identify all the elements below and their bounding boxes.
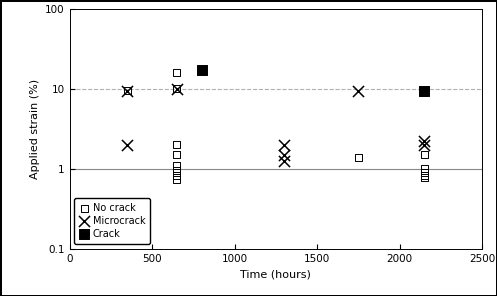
Microcrack xyxy=(123,142,131,147)
No crack xyxy=(420,152,428,157)
No crack xyxy=(173,177,181,182)
No crack xyxy=(420,170,428,175)
No crack xyxy=(173,152,181,157)
No crack xyxy=(173,173,181,178)
Microcrack xyxy=(123,88,131,93)
No crack xyxy=(173,70,181,75)
No crack xyxy=(123,88,131,93)
No crack xyxy=(173,168,181,173)
No crack xyxy=(173,86,181,91)
Y-axis label: Applied strain (%): Applied strain (%) xyxy=(29,79,40,179)
Microcrack xyxy=(173,86,181,91)
No crack xyxy=(420,166,428,171)
Microcrack xyxy=(280,152,288,157)
No crack xyxy=(420,173,428,178)
Microcrack xyxy=(280,159,288,163)
Microcrack xyxy=(280,142,288,147)
Microcrack xyxy=(354,88,362,93)
Crack xyxy=(198,68,206,73)
No crack xyxy=(354,155,362,160)
Microcrack xyxy=(420,139,428,144)
Microcrack xyxy=(420,142,428,147)
Crack xyxy=(420,88,428,93)
No crack xyxy=(420,175,428,180)
X-axis label: Time (hours): Time (hours) xyxy=(241,269,311,279)
No crack xyxy=(173,142,181,147)
No crack xyxy=(173,163,181,168)
Legend: No crack, Microcrack, Crack: No crack, Microcrack, Crack xyxy=(75,198,151,244)
